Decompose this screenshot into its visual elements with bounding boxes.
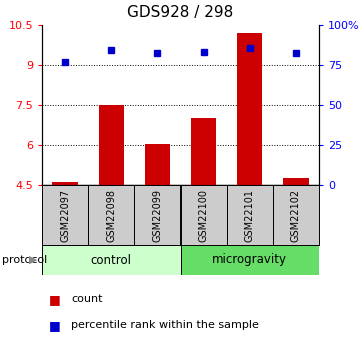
Bar [42,245,180,275]
Bar [99,105,124,185]
Text: GSM22098: GSM22098 [106,188,116,241]
Bar [180,245,319,275]
Bar [52,181,78,185]
Text: count: count [71,295,103,305]
Bar [283,178,309,185]
Bar [273,185,319,245]
Bar [180,185,227,245]
Text: GDS928 / 298: GDS928 / 298 [127,5,234,20]
Text: ▶: ▶ [29,255,37,265]
Bar [191,118,216,185]
Text: GSM22102: GSM22102 [291,188,301,241]
Bar [237,33,262,185]
Text: GSM22099: GSM22099 [152,188,162,241]
Text: protocol: protocol [2,255,47,265]
Text: ■: ■ [49,319,61,332]
Bar [145,144,170,185]
Text: GSM22101: GSM22101 [245,188,255,241]
Bar [88,185,134,245]
Text: control: control [91,254,132,266]
Bar [42,185,88,245]
Text: microgravity: microgravity [212,254,287,266]
Text: ■: ■ [49,293,61,306]
Text: percentile rank within the sample: percentile rank within the sample [71,321,259,331]
Bar [134,185,180,245]
Text: GSM22097: GSM22097 [60,188,70,241]
Text: GSM22100: GSM22100 [199,188,209,241]
Bar [227,185,273,245]
